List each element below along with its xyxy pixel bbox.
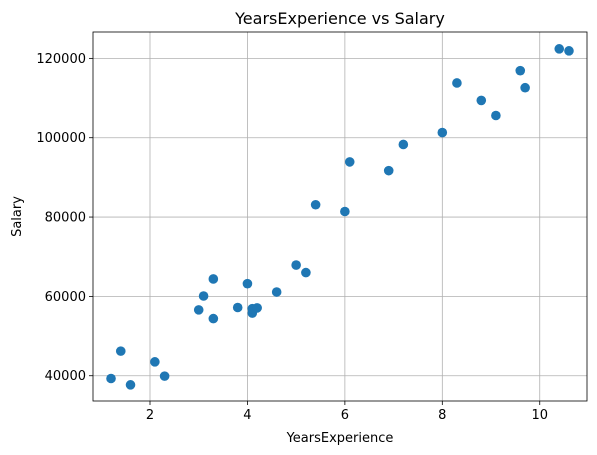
data-point xyxy=(193,305,204,315)
data-point xyxy=(310,199,321,210)
data-point xyxy=(520,82,530,93)
data-point xyxy=(159,371,170,381)
x-tick-label: 10 xyxy=(531,408,548,423)
y-tick-label: 60000 xyxy=(45,290,86,305)
data-point xyxy=(291,260,301,270)
data-point xyxy=(564,46,574,56)
x-tick-label: 6 xyxy=(341,408,349,423)
x-axis-label: YearsExperience xyxy=(286,431,394,446)
data-point xyxy=(452,78,462,88)
data-point xyxy=(271,287,282,297)
data-point xyxy=(115,346,126,356)
grid-lines xyxy=(93,32,587,401)
y-tick-label: 100000 xyxy=(36,131,86,146)
data-point xyxy=(208,274,219,284)
data-point xyxy=(340,206,350,217)
data-point xyxy=(106,373,116,384)
data-point xyxy=(252,303,262,313)
x-tick-label: 2 xyxy=(146,408,154,423)
y-tick-label: 40000 xyxy=(45,369,86,384)
data-point xyxy=(301,267,311,278)
y-axis-label: Salary xyxy=(10,196,25,237)
data-point xyxy=(344,157,355,167)
data-point xyxy=(398,139,409,150)
data-points xyxy=(106,44,574,390)
data-point xyxy=(437,127,448,138)
data-point xyxy=(554,44,565,54)
axis-ticks: 2 4 6 8 10 40000 60000 80000 100000 120000 xyxy=(36,52,548,423)
chart-title: YearsExperience vs Salary xyxy=(234,9,445,28)
data-point xyxy=(491,110,501,121)
data-point xyxy=(125,380,136,390)
x-tick-label: 4 xyxy=(243,408,251,423)
y-tick-label: 120000 xyxy=(36,52,86,67)
plot-frame xyxy=(92,31,588,402)
data-point xyxy=(515,65,526,76)
data-point xyxy=(150,357,160,367)
y-tick-label: 80000 xyxy=(45,211,86,226)
data-point xyxy=(198,291,209,301)
data-point xyxy=(232,302,243,313)
x-tick-label: 8 xyxy=(438,408,446,423)
data-point xyxy=(208,313,219,324)
data-point xyxy=(383,165,394,176)
data-point xyxy=(242,278,253,289)
data-point xyxy=(476,95,487,106)
